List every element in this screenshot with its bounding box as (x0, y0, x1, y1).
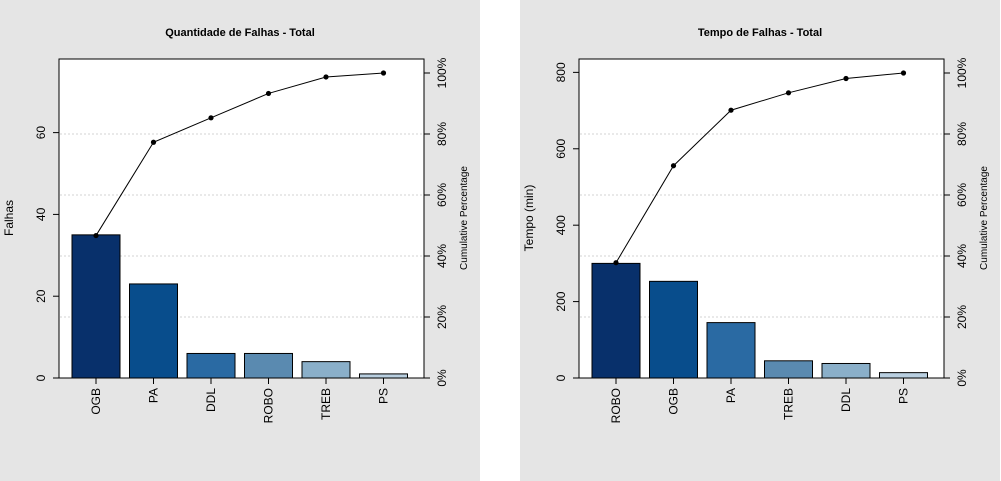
x-tick-label: DDL (839, 388, 853, 412)
y-axis: 0 200 400 600 800 (554, 62, 579, 381)
cumulative-point (265, 90, 272, 97)
x-tick-label: PS (897, 388, 911, 404)
bar-ps (879, 372, 928, 379)
bar-pa (129, 283, 178, 379)
bar-robo (591, 262, 641, 379)
cumulative-polyline (95, 72, 384, 236)
y2-tick-label: 80% (435, 122, 449, 146)
y-axis-label: Falhas (2, 200, 16, 236)
bar-ddl (821, 362, 871, 379)
cumulative-point (843, 75, 849, 82)
cumulative-point (323, 74, 329, 80)
pareto-chart-falhas: Quantidade de Falhas - Total 0 20 40 60 0% 2… (0, 0, 480, 481)
x-tick-label: ROBO (262, 388, 276, 423)
y-tick-label: 0 (554, 374, 568, 381)
y2-axis-label: Cumulative Percentage (459, 166, 470, 270)
cumulative-point (670, 163, 677, 169)
chart-title: Quantidade de Falhas - Total (165, 27, 315, 39)
y-tick-label: 40 (34, 207, 48, 221)
y2-tick-label: 0% (435, 369, 449, 387)
y2-tick-label: 40% (955, 244, 969, 268)
cumulative-point (900, 70, 907, 76)
chart-title: Tempo de Falhas - Total (698, 27, 822, 39)
x-tick-label: PS (377, 388, 391, 404)
cumulative-point (93, 232, 99, 239)
y2-axis: 0% 20% 40% 60% 80% 100% (424, 57, 449, 387)
y2-tick-label: 60% (435, 183, 449, 207)
pareto-chart-tempo: Tempo de Falhas - Total 0 200 400 600 800 0%… (520, 0, 1000, 481)
y-tick-label: 600 (554, 138, 568, 158)
cumulative-polyline (615, 72, 904, 263)
cumulative-point (150, 139, 157, 145)
bar-ogb (649, 280, 698, 379)
cumulative-line (613, 70, 907, 266)
x-axis: OGB PA DDL ROBO TREB PS (89, 378, 391, 423)
cumulative-point (380, 70, 387, 76)
y2-tick-label: 40% (435, 244, 449, 268)
x-tick-label: PA (147, 388, 161, 403)
bar-ogb (71, 234, 121, 379)
pareto-chart-svg: Tempo de Falhas - Total 0 200 400 600 800 0%… (522, 27, 990, 423)
bar-pa (706, 322, 756, 379)
cumulative-point (785, 90, 792, 96)
bar-robo (244, 352, 293, 379)
bar-treb (301, 361, 351, 379)
bars (591, 262, 928, 379)
cumulative-point (208, 115, 214, 121)
bar-ps (359, 373, 408, 379)
x-tick-label: PA (724, 388, 738, 403)
bar-treb (764, 360, 813, 379)
y2-tick-label: 100% (435, 57, 449, 88)
y2-tick-label: 0% (955, 369, 969, 387)
y2-tick-label: 60% (955, 183, 969, 207)
y2-tick-label: 80% (955, 122, 969, 146)
y-tick-label: 60 (34, 126, 48, 140)
bar-ddl (186, 352, 236, 379)
cumulative-line (93, 70, 387, 239)
x-tick-label: DDL (204, 388, 218, 412)
x-tick-label: OGB (89, 388, 103, 415)
y2-tick-label: 20% (435, 305, 449, 329)
y-tick-label: 200 (554, 291, 568, 311)
x-tick-label: OGB (667, 388, 681, 415)
x-tick-label: TREB (319, 388, 333, 420)
y-tick-label: 400 (554, 215, 568, 235)
y-axis: 0 20 40 60 (34, 126, 59, 381)
cumulative-point (613, 260, 619, 266)
y2-axis-label: Cumulative Percentage (979, 166, 990, 270)
cumulative-point (728, 107, 734, 113)
pareto-chart-svg: Quantidade de Falhas - Total 0 20 40 60 0% 2… (2, 27, 470, 423)
x-axis: ROBO OGB PA TREB DDL PS (609, 378, 911, 423)
y-axis-label: Tempo (min) (522, 185, 536, 252)
y-tick-label: 0 (34, 374, 48, 381)
y2-axis: 0% 20% 40% 60% 80% 100% (944, 57, 969, 387)
y2-tick-label: 100% (955, 57, 969, 88)
y2-tick-label: 20% (955, 305, 969, 329)
y-tick-label: 20 (34, 289, 48, 303)
x-tick-label: TREB (782, 388, 796, 420)
y-tick-label: 800 (554, 62, 568, 82)
x-tick-label: ROBO (609, 388, 623, 423)
